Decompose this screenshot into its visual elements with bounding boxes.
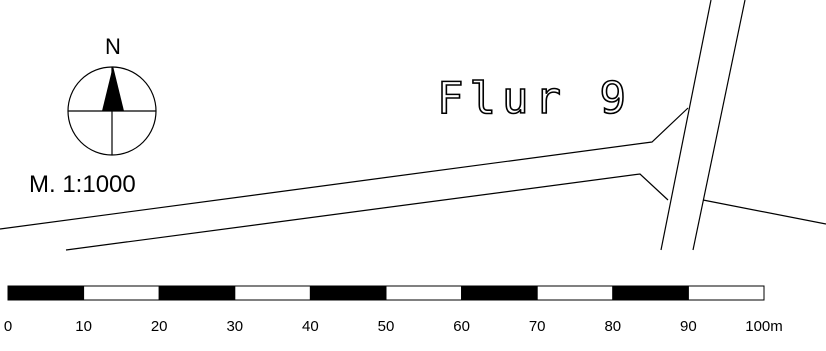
scale-bar-tick-label: 90 — [680, 318, 697, 335]
scale-bar-segment — [83, 285, 160, 301]
parcel-label: Flur 9 — [437, 73, 632, 124]
scale-bar-ticks: 0 10 20 30 40 50 60 70 80 90 100m — [4, 318, 783, 335]
scale-bar-segment — [687, 285, 765, 301]
parcel-line-east — [702, 199, 826, 225]
parcel-boundaries — [0, 0, 826, 251]
north-arrow: N — [67, 34, 157, 156]
scale-bar-tick-label: 100m — [745, 318, 783, 335]
scale-bar-segments — [7, 285, 765, 301]
road-upper-edge — [0, 107, 689, 230]
scale-bar-tick-label: 20 — [151, 318, 168, 335]
scale-bar-segment — [536, 285, 614, 301]
scale-bar-segment — [612, 285, 689, 301]
road-lower-edge — [65, 173, 669, 251]
scale-bar-tick-label: 40 — [302, 318, 319, 335]
north-arrow-icon — [102, 66, 124, 111]
scale-bar-tick-label: 30 — [226, 318, 243, 335]
scale-bar-segment — [309, 285, 387, 301]
street-right-edge — [692, 0, 746, 251]
scale-bar-segment — [7, 285, 85, 301]
north-label: N — [105, 34, 121, 59]
scale-bar-segment — [234, 285, 311, 301]
scale-bar-segment — [158, 285, 236, 301]
scale-bar: 0 10 20 30 40 50 60 70 80 90 100m — [4, 285, 783, 335]
scale-bar-segment — [385, 285, 463, 301]
scale-bar-tick-label: 60 — [453, 318, 470, 335]
scale-bar-tick-label: 80 — [604, 318, 621, 335]
scale-bar-segment — [461, 285, 538, 301]
scale-bar-tick-label: 50 — [378, 318, 395, 335]
scale-ratio: M. 1:1000 — [29, 171, 136, 198]
scale-bar-tick-label: 10 — [75, 318, 92, 335]
scale-bar-tick-label: 0 — [4, 318, 12, 335]
scale-bar-tick-label: 70 — [529, 318, 546, 335]
street-left-edge — [660, 0, 712, 251]
